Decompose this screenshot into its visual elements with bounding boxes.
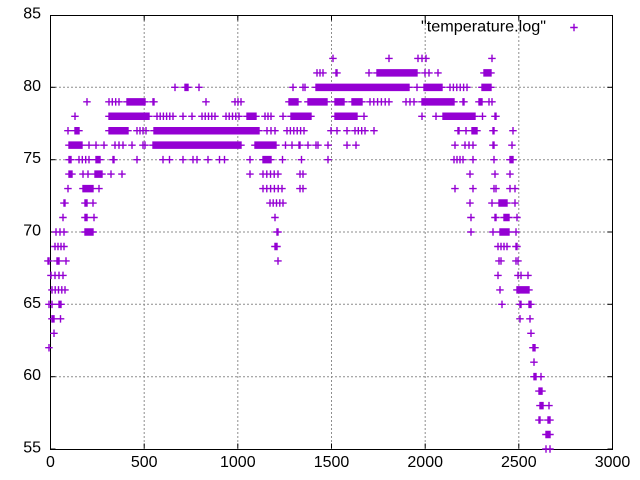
svg-text:500: 500 [131,454,158,471]
svg-text:65: 65 [23,295,41,312]
svg-text:2500: 2500 [501,454,537,471]
svg-text:55: 55 [23,440,41,457]
svg-text:1000: 1000 [220,454,256,471]
svg-text:70: 70 [23,223,41,240]
svg-text:1500: 1500 [314,454,350,471]
svg-text:3000: 3000 [595,454,631,471]
svg-text:2000: 2000 [407,454,443,471]
svg-text:85: 85 [23,6,41,23]
svg-text:60: 60 [23,367,41,384]
svg-text:75: 75 [23,150,41,167]
svg-text:80: 80 [23,78,41,95]
svg-text:0: 0 [46,454,55,471]
svg-text:"temperature.log": "temperature.log" [421,19,546,36]
